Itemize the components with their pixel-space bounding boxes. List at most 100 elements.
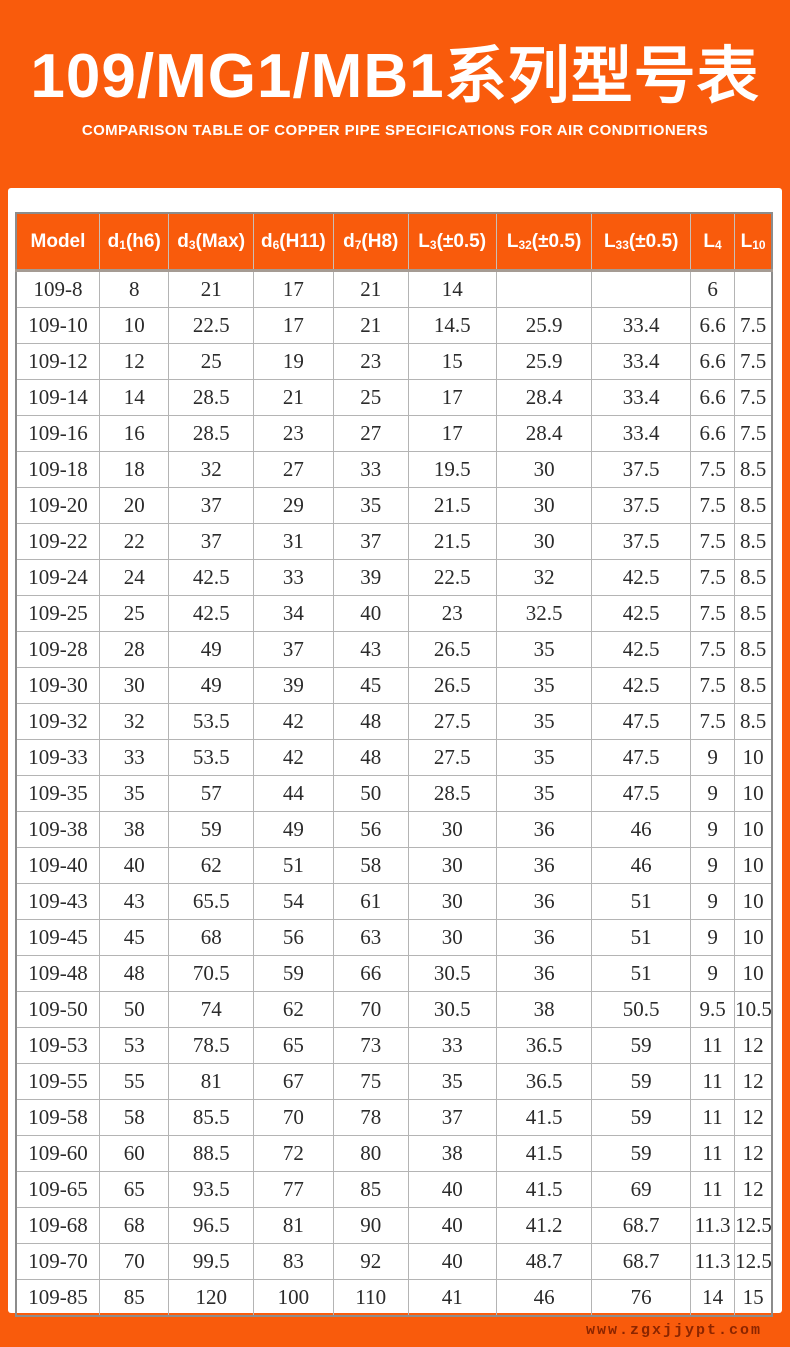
table-row-109-70: 109-70 70 99.5 83 92 40 48.7 68.7 11.3 12.5 <box>15 1243 773 1280</box>
value-cell: 9 <box>689 739 736 776</box>
value-cell <box>591 270 691 308</box>
value-cell: 7.5 <box>734 415 773 452</box>
value-cell: 42.5 <box>591 595 691 632</box>
model-cell: 109-22 <box>15 523 100 560</box>
table-row-109-48: 109-48 48 70.5 59 66 30.5 36 51 9 10 <box>15 955 773 992</box>
value-cell: 6.6 <box>689 415 736 452</box>
value-cell: 42.5 <box>591 667 691 704</box>
value-cell: 70 <box>252 1099 334 1136</box>
page-subtitle: COMPARISON TABLE OF COPPER PIPE SPECIFIC… <box>81 122 709 139</box>
table-row-109-60: 109-60 60 88.5 72 80 38 41.5 59 11 12 <box>15 1135 773 1172</box>
column-header-l4: L4 <box>689 213 736 272</box>
value-cell: 32 <box>168 451 254 488</box>
spec-table: Model d1(h6) d3(Max) d6(H11) d7(H8) L3(±0.5) L… <box>15 212 773 1317</box>
value-cell: 27.5 <box>407 703 497 740</box>
table-row-109-10: 109-10 10 22.5 17 21 14.5 25.9 33.4 6.6 7.5 <box>15 307 773 344</box>
model-cell: 109-18 <box>15 451 100 488</box>
value-cell: 48 <box>332 739 409 776</box>
value-cell: 10 <box>734 883 773 920</box>
value-cell: 23 <box>332 343 409 380</box>
value-cell: 62 <box>168 847 254 884</box>
value-cell: 59 <box>252 955 334 992</box>
value-cell: 70 <box>332 991 409 1028</box>
value-cell: 49 <box>168 631 254 668</box>
value-cell: 74 <box>168 991 254 1028</box>
value-cell: 40 <box>332 595 409 632</box>
table-row-109-65: 109-65 65 93.5 77 85 40 41.5 69 11 12 <box>15 1171 773 1208</box>
value-cell: 35 <box>495 631 593 668</box>
table-row-109-14: 109-14 14 28.5 21 25 17 28.4 33.4 6.6 7.5 <box>15 379 773 416</box>
value-cell: 8.5 <box>734 703 773 740</box>
value-cell: 41.5 <box>495 1135 593 1172</box>
value-cell: 36 <box>495 919 593 956</box>
header-label-part: d <box>261 230 273 252</box>
value-cell: 43 <box>332 631 409 668</box>
value-cell: 14.5 <box>407 307 497 344</box>
value-cell: 46 <box>591 847 691 884</box>
value-cell: 6.6 <box>689 307 736 344</box>
value-cell: 43 <box>98 883 170 920</box>
value-cell: 17 <box>252 307 334 344</box>
header-label-part: 10 <box>752 237 766 252</box>
value-cell: 10 <box>734 775 773 812</box>
table-row-109-45: 109-45 45 68 56 63 30 36 51 9 10 <box>15 919 773 956</box>
value-cell: 77 <box>252 1171 334 1208</box>
column-header-model: Model <box>15 213 100 272</box>
value-cell: 10 <box>734 739 773 776</box>
header-label-part: L <box>740 230 753 252</box>
table-row-109-85: 109-85 85 120 100 110 41 46 76 14 15 <box>15 1279 773 1317</box>
column-header-d3: d3(Max) <box>168 213 254 272</box>
model-cell: 109-50 <box>15 991 100 1028</box>
header-label-part: 7 <box>354 237 362 252</box>
model-cell: 109-85 <box>15 1279 100 1317</box>
value-cell: 8.5 <box>734 559 773 596</box>
value-cell: 34 <box>252 595 334 632</box>
value-cell: 7.5 <box>689 667 736 704</box>
table-row-109-28: 109-28 28 49 37 43 26.5 35 42.5 7.5 8.5 <box>15 631 773 668</box>
value-cell: 36.5 <box>495 1027 593 1064</box>
value-cell: 38 <box>495 991 593 1028</box>
value-cell: 51 <box>591 883 691 920</box>
model-cell: 109-48 <box>15 955 100 992</box>
value-cell: 9 <box>689 919 736 956</box>
value-cell: 12 <box>734 1171 773 1208</box>
value-cell: 7.5 <box>689 487 736 524</box>
value-cell: 50 <box>98 991 170 1028</box>
value-cell: 41 <box>407 1279 497 1317</box>
value-cell: 10 <box>734 955 773 992</box>
value-cell: 37 <box>168 523 254 560</box>
value-cell: 7.5 <box>734 307 773 344</box>
value-cell: 11.3 <box>689 1207 736 1244</box>
value-cell: 76 <box>591 1279 691 1317</box>
value-cell: 72 <box>252 1135 334 1172</box>
value-cell: 23 <box>407 595 497 632</box>
model-cell: 109-70 <box>15 1243 100 1280</box>
value-cell: 28.5 <box>168 379 254 416</box>
header-label-part: L <box>418 230 430 252</box>
value-cell: 85 <box>332 1171 409 1208</box>
footer: www.zgxjjypt.com <box>0 1313 790 1347</box>
value-cell: 28.5 <box>407 775 497 812</box>
value-cell: 42 <box>252 703 334 740</box>
value-cell: 30 <box>495 523 593 560</box>
table-row-109-35: 109-35 35 57 44 50 28.5 35 47.5 9 10 <box>15 775 773 812</box>
value-cell: 10 <box>734 919 773 956</box>
value-cell: 21.5 <box>407 523 497 560</box>
value-cell: 58 <box>98 1099 170 1136</box>
value-cell: 6.6 <box>689 343 736 380</box>
value-cell: 8.5 <box>734 451 773 488</box>
value-cell: 11 <box>689 1171 736 1208</box>
value-cell: 85.5 <box>168 1099 254 1136</box>
value-cell: 61 <box>332 883 409 920</box>
value-cell: 46 <box>591 811 691 848</box>
value-cell: 33.4 <box>591 379 691 416</box>
value-cell: 33 <box>407 1027 497 1064</box>
value-cell: 42.5 <box>591 559 691 596</box>
value-cell: 83 <box>252 1243 334 1280</box>
value-cell: 42.5 <box>591 631 691 668</box>
value-cell: 42 <box>252 739 334 776</box>
value-cell: 21.5 <box>407 487 497 524</box>
value-cell: 48.7 <box>495 1243 593 1280</box>
value-cell: 30 <box>98 667 170 704</box>
